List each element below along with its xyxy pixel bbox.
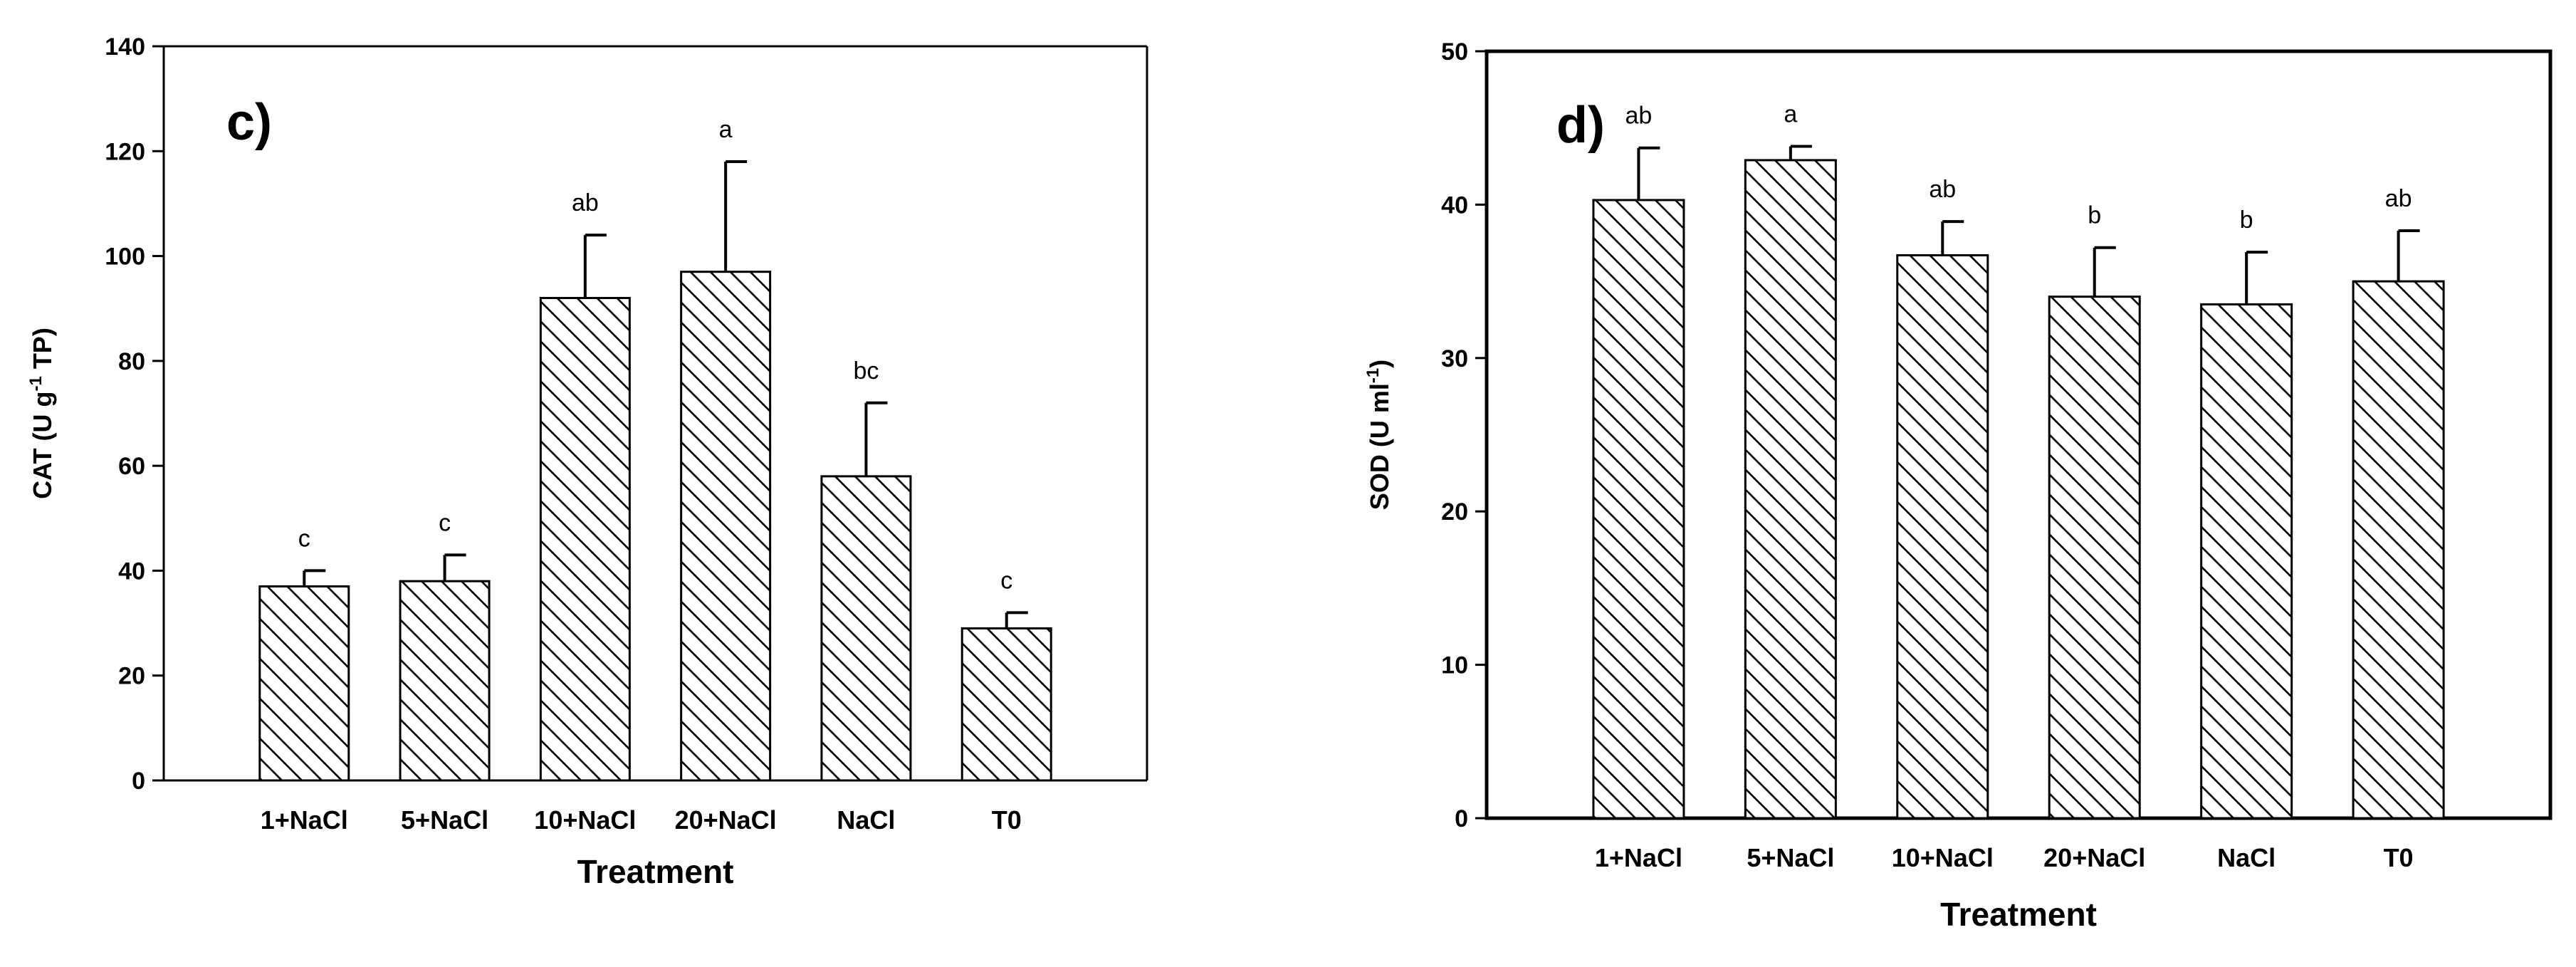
bar <box>1592 199 1685 820</box>
y-tick-label: 30 <box>1441 345 1468 372</box>
significance-label: b <box>2240 207 2253 234</box>
significance-label: ab <box>1929 176 1956 203</box>
chart-panel-d: 0 10 20 30 40 50 ab 1+NaCl a 5+NaCl ab 10+NaCl b 20+N… <box>1363 38 2553 933</box>
x-tick-label: 5+NaCl <box>401 805 488 835</box>
x-tick-label: 1+NaCl <box>1595 843 1682 872</box>
bar <box>2200 303 2293 820</box>
significance-label: ab <box>1625 103 1653 130</box>
y-tick-label: 0 <box>1455 805 1468 832</box>
y-tick-label: 80 <box>118 348 145 375</box>
bar <box>960 627 1052 782</box>
x-tick-label: 5+NaCl <box>1747 843 1834 872</box>
x-tick-label: 1+NaCl <box>261 805 348 835</box>
significance-label: c <box>298 525 310 552</box>
significance-label: a <box>719 116 733 143</box>
x-tick-label: 20+NaCl <box>2043 843 2145 872</box>
x-tick-label: 20+NaCl <box>675 805 777 835</box>
y-axis-title: SOD (U ml-1) <box>1363 360 1394 510</box>
significance-label: b <box>2088 202 2101 229</box>
x-axis-title: Treatment <box>577 853 734 890</box>
significance-label: a <box>1784 101 1797 128</box>
significance-label: bc <box>853 357 879 385</box>
y-tick-label: 20 <box>1441 498 1468 526</box>
x-tick-label: T0 <box>992 805 1022 835</box>
significance-label: c <box>439 509 451 536</box>
y-tick-label: 40 <box>1441 192 1468 219</box>
bar <box>820 475 912 782</box>
y-tick-label: 10 <box>1441 652 1468 679</box>
panel-label: d) <box>1556 97 1605 154</box>
y-tick-label: 50 <box>1441 38 1468 66</box>
significance-label: c <box>1000 567 1012 594</box>
significance-label: ab <box>572 189 599 216</box>
y-axis-title: CAT (U g-1 TP) <box>26 328 57 499</box>
chart-panel-c: 0 20 40 60 80 100 120 140 c 1+NaCl c 5+NaCl ab 10+NaC… <box>26 33 1148 890</box>
bar <box>399 580 491 782</box>
x-tick-label: NaCl <box>2217 843 2276 872</box>
significance-label: ab <box>2385 185 2412 212</box>
y-tick-label: 40 <box>118 558 145 585</box>
bar <box>258 585 350 782</box>
x-tick-label: T0 <box>2384 843 2414 872</box>
bar <box>680 271 772 782</box>
bar <box>1744 159 1837 820</box>
bar <box>1896 253 1989 820</box>
y-tick-label: 100 <box>105 244 145 271</box>
y-tick-label: 20 <box>118 663 145 690</box>
x-tick-label: 10+NaCl <box>1892 843 1994 872</box>
plot-frame <box>1485 49 2553 820</box>
y-tick-label: 120 <box>105 138 145 165</box>
x-tick-label: 10+NaCl <box>534 805 636 835</box>
x-axis-title: Treatment <box>1940 896 2097 933</box>
bar <box>2048 296 2141 820</box>
y-tick-label: 140 <box>105 33 145 61</box>
y-tick-label: 0 <box>132 768 145 795</box>
panel-label: c) <box>226 94 272 151</box>
bar <box>539 296 631 782</box>
bar <box>2352 280 2445 820</box>
y-tick-label: 60 <box>118 453 145 480</box>
x-tick-label: NaCl <box>837 805 895 835</box>
